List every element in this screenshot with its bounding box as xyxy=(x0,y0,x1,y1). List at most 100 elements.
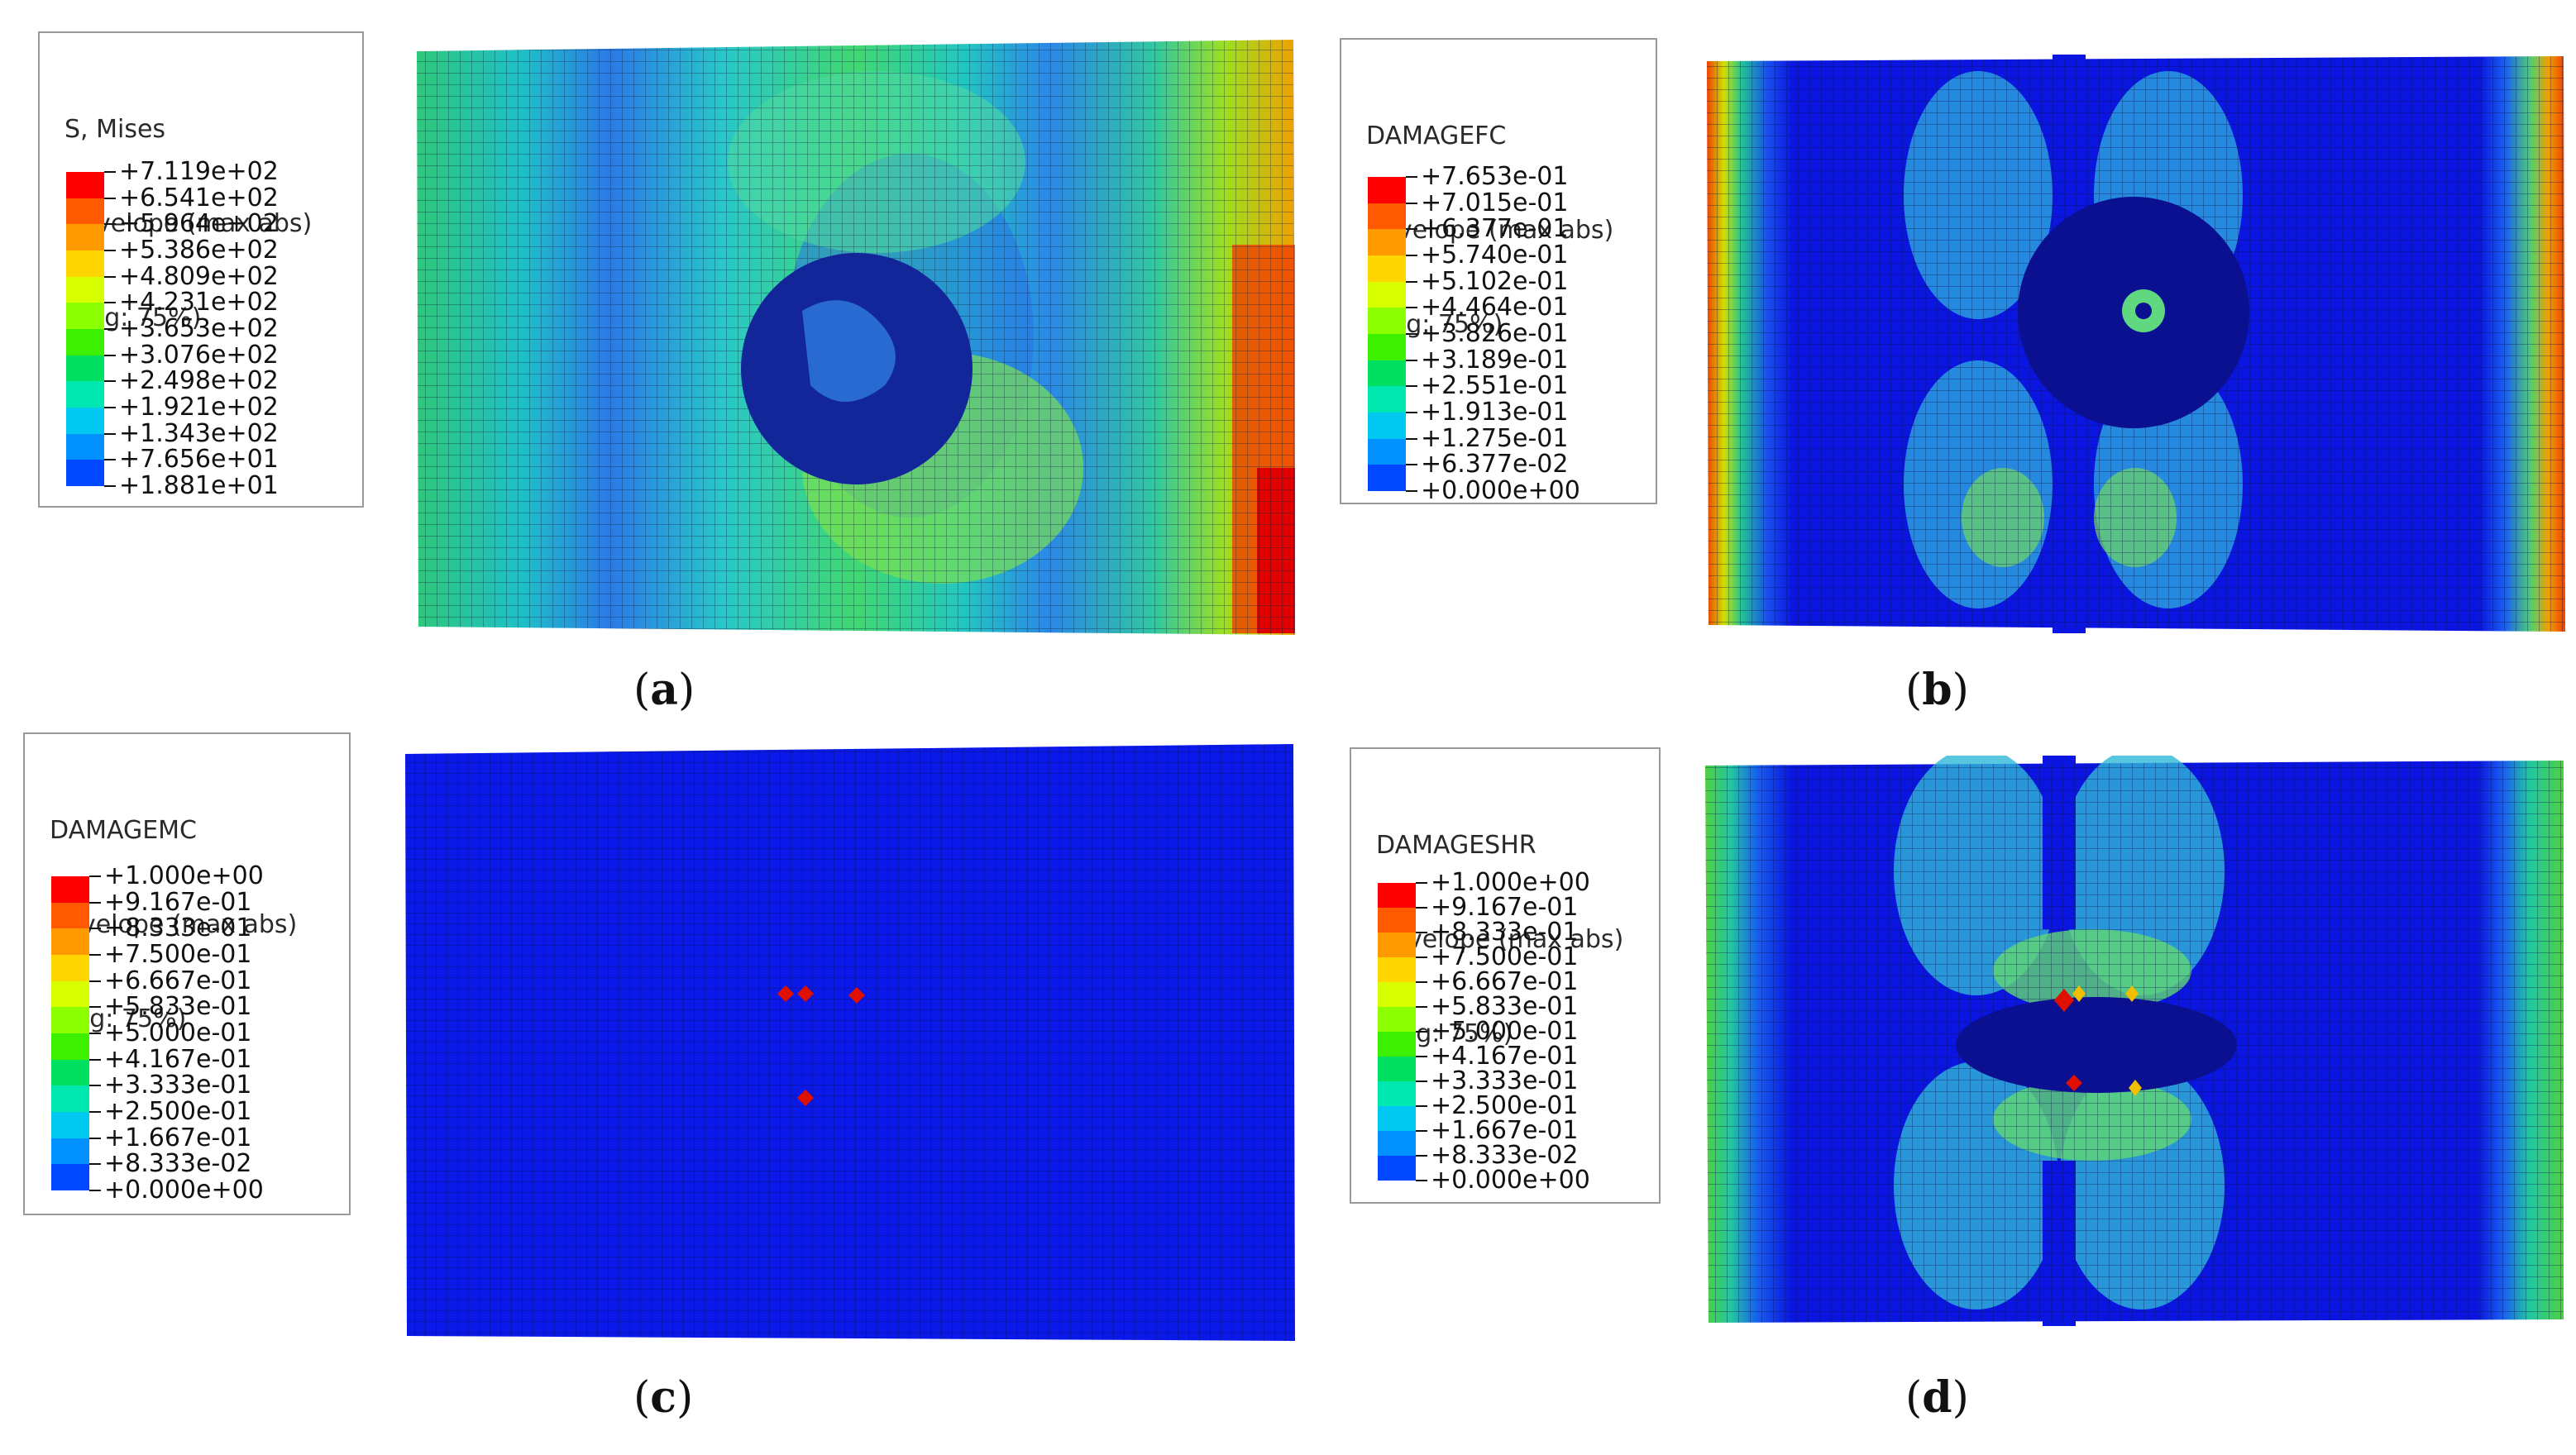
legend-c: DAMAGEMC Envelope (max abs) (Avg: 75%) +… xyxy=(23,732,351,1215)
legend-tick xyxy=(1416,882,1427,884)
legend-tick xyxy=(89,928,101,930)
legend-swatch xyxy=(1378,908,1416,933)
legend-value: +6.377e-02 xyxy=(1421,450,1569,479)
legend-swatch xyxy=(1378,1131,1416,1156)
legend-swatch xyxy=(66,276,104,303)
legend-value: +7.656e+01 xyxy=(119,445,279,475)
damage-spot xyxy=(777,985,794,1002)
legend-value: +7.119e+02 xyxy=(119,157,279,186)
legend-value: +3.189e-01 xyxy=(1421,345,1569,374)
legend-swatch xyxy=(51,1112,89,1138)
legend-swatch xyxy=(1368,281,1406,308)
legend-swatch xyxy=(1378,883,1416,908)
legend-b: DAMAGEFC Envelope (max abs) (Avg: 75%) +… xyxy=(1340,38,1657,504)
legend-tick xyxy=(89,1085,101,1087)
legend-swatch xyxy=(66,172,104,198)
legend-value: +2.551e-01 xyxy=(1421,371,1569,401)
legend-tick xyxy=(1406,176,1417,178)
contour-plot-b xyxy=(1705,55,2567,633)
legend-value: +6.541e+02 xyxy=(119,183,279,212)
legend-tick xyxy=(104,380,116,383)
legend-swatch xyxy=(66,224,104,250)
legend-swatch xyxy=(51,1085,89,1112)
legend-tick xyxy=(104,459,116,461)
caption-d: (d) xyxy=(1905,1372,1969,1423)
legend-swatch xyxy=(66,198,104,225)
legend-value: +7.500e-01 xyxy=(1431,942,1579,971)
contour-plot-d xyxy=(1704,756,2565,1326)
legend-swatch xyxy=(1378,982,1416,1007)
legend-tick xyxy=(1416,932,1427,933)
legend-tick xyxy=(1416,1180,1427,1181)
legend-value: +4.231e+02 xyxy=(119,288,279,317)
legend-swatch xyxy=(66,408,104,434)
legend-value: +4.167e-01 xyxy=(104,1044,252,1074)
legend-value: +2.500e-01 xyxy=(104,1097,252,1126)
hole xyxy=(1956,997,2237,1093)
legend-tick xyxy=(89,1111,101,1113)
legend-value: +9.167e-01 xyxy=(1431,893,1579,922)
legend-swatch xyxy=(51,1033,89,1060)
legend-a: S, Mises Envelope (max abs) (Avg: 75%) +… xyxy=(38,31,364,508)
legend-value: +0.000e+00 xyxy=(1421,476,1580,505)
legend-tick xyxy=(1406,359,1417,361)
contour-plot-a xyxy=(413,38,1298,640)
legend-swatch xyxy=(66,433,104,460)
legend-tick xyxy=(1416,1081,1427,1082)
caption-c: (c) xyxy=(633,1372,694,1423)
legend-value: +3.826e-01 xyxy=(1421,319,1569,348)
legend-tick xyxy=(89,1006,101,1009)
legend-value: +4.464e-01 xyxy=(1421,293,1569,322)
legend-value: +0.000e+00 xyxy=(1431,1166,1590,1195)
legend-tick xyxy=(89,875,101,877)
legend-tick xyxy=(104,171,116,173)
legend-tick xyxy=(1406,490,1417,492)
legend-swatch xyxy=(51,1059,89,1086)
legend-tick xyxy=(1406,464,1417,466)
legend-tick xyxy=(104,485,116,487)
legend-swatch xyxy=(1368,229,1406,255)
caption-a: (a) xyxy=(633,665,695,715)
legend-value: +7.653e-01 xyxy=(1421,162,1569,191)
legend-swatch xyxy=(1378,1057,1416,1081)
legend-value: +2.498e+02 xyxy=(119,366,279,396)
legend-swatch xyxy=(1368,177,1406,203)
legend-tick xyxy=(104,407,116,408)
damage-spot xyxy=(848,987,865,1004)
legend-swatch xyxy=(51,928,89,955)
legend-swatch xyxy=(1378,1156,1416,1181)
legend-tick xyxy=(1416,956,1427,958)
caption-b: (b) xyxy=(1905,665,1969,715)
legend-tick xyxy=(1416,1006,1427,1008)
legend-tick xyxy=(89,1163,101,1166)
legend-value: +3.333e-01 xyxy=(1431,1066,1579,1095)
legend-swatch xyxy=(51,1164,89,1190)
legend-value: +8.333e-02 xyxy=(1431,1141,1579,1170)
legend-tick xyxy=(1406,333,1417,335)
legend-value: +3.333e-01 xyxy=(104,1071,252,1100)
color-bar xyxy=(66,172,104,486)
legend-swatch xyxy=(66,355,104,382)
legend-tick xyxy=(1406,280,1417,283)
legend-swatch xyxy=(66,329,104,355)
legend-tick xyxy=(89,1137,101,1139)
legend-value: +6.667e-01 xyxy=(1431,967,1579,996)
legend-tick xyxy=(89,1033,101,1034)
color-bar xyxy=(1368,177,1406,491)
legend-tick xyxy=(1406,255,1417,256)
damage-spot xyxy=(2066,1075,2082,1091)
legend-tick xyxy=(89,901,101,904)
legend-swatch xyxy=(1368,255,1406,282)
legend-swatch xyxy=(66,460,104,486)
legend-value: +1.000e+00 xyxy=(104,861,264,890)
legend-tick xyxy=(89,1190,101,1191)
legend-value: +5.740e-01 xyxy=(1421,241,1569,270)
legend-value: +3.076e+02 xyxy=(119,340,279,370)
legend-tick xyxy=(104,275,116,278)
legend-value: +5.964e+02 xyxy=(119,209,279,239)
legend-swatch xyxy=(1378,1081,1416,1106)
legend-swatch xyxy=(1368,308,1406,334)
legend-value: +4.809e+02 xyxy=(119,261,279,291)
legend-value: +5.833e-01 xyxy=(104,992,252,1022)
legend-tick xyxy=(1416,981,1427,983)
